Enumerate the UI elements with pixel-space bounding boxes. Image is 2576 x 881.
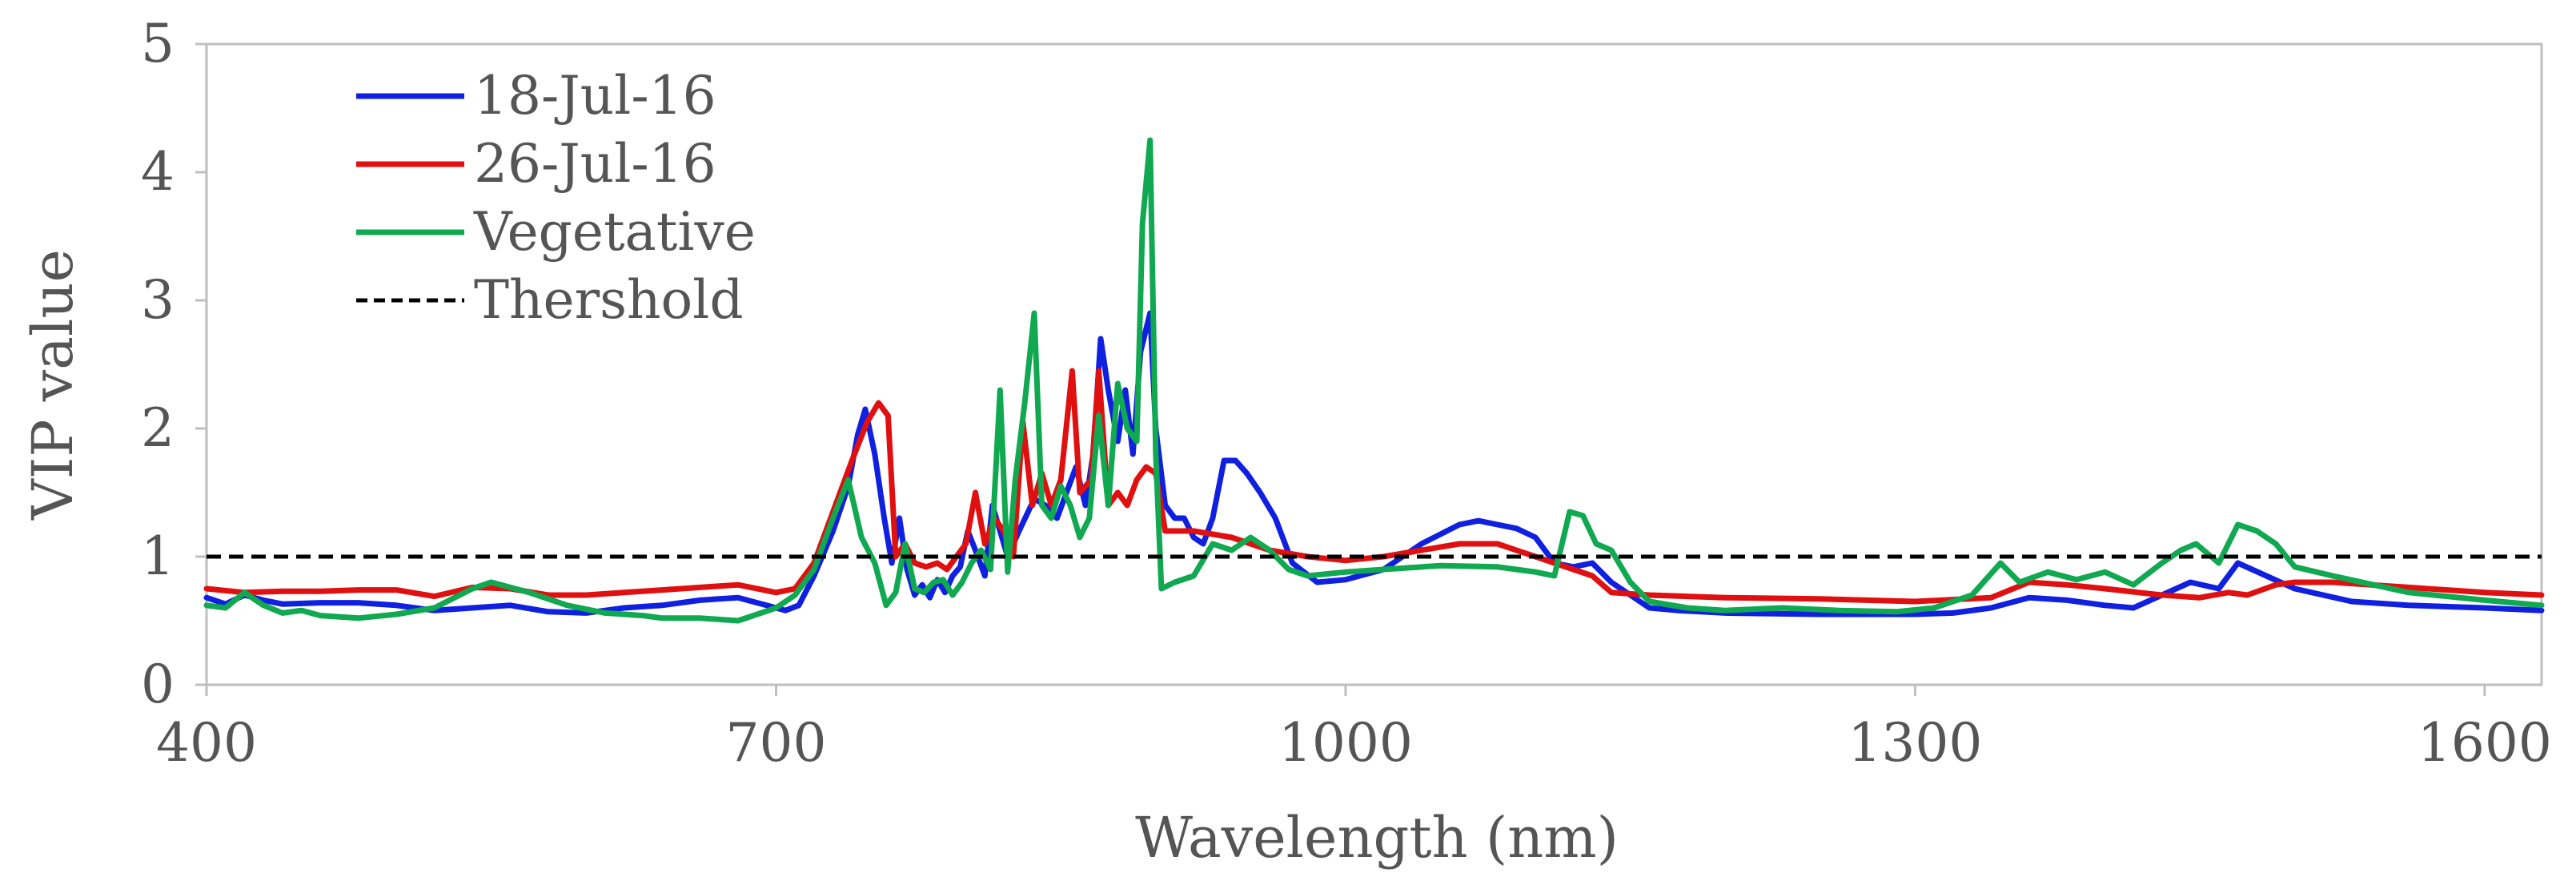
y-tick-label: 5 <box>141 13 175 74</box>
x-tick-label: 700 <box>725 712 826 774</box>
x-tick-label: 400 <box>156 712 257 774</box>
legend-label-18-jul-16: 18-Jul-16 <box>474 65 716 127</box>
x-axis-title: Wavelength (nm) <box>1135 805 1619 871</box>
series-line-26-jul-16 <box>203 368 2545 605</box>
legend-label-26-jul-16: 26-Jul-16 <box>474 133 716 195</box>
legend-label-vegetative: Vegetative <box>473 201 756 263</box>
x-tick-label: 1000 <box>1278 712 1413 774</box>
series-line-vegetative <box>203 137 2545 624</box>
legend-label-thershold: Thershold <box>474 269 744 331</box>
axes: 0 1 2 3 4 5 400 700 1000 1300 1600 <box>141 13 2552 774</box>
series-group <box>203 137 2545 624</box>
y-tick-label: 1 <box>141 525 175 587</box>
plot-frame <box>205 42 2543 686</box>
y-tick-label: 2 <box>141 397 175 459</box>
y-tick-label: 4 <box>141 141 175 203</box>
y-tick-label: 3 <box>141 269 175 331</box>
x-tick-label: 1300 <box>1848 712 1982 774</box>
y-tick-label: 0 <box>141 654 175 715</box>
x-tick-label: 1600 <box>2418 712 2552 774</box>
y-axis-title: VIP value <box>20 249 86 521</box>
